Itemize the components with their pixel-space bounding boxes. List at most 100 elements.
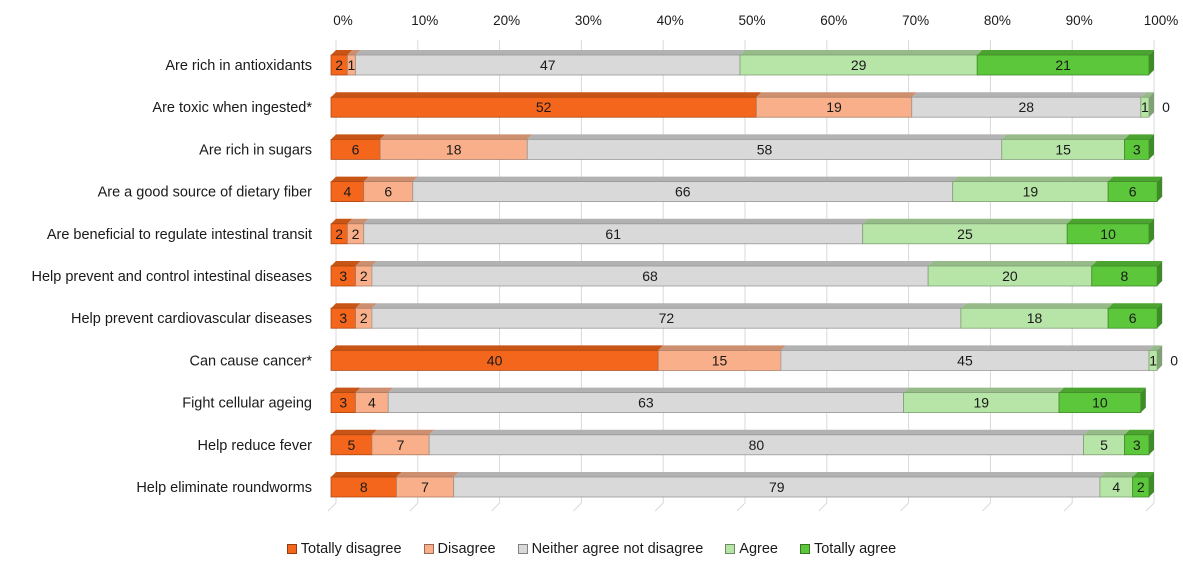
value-label: 3: [339, 268, 347, 284]
gridline-foot: [982, 502, 991, 512]
category-label: Are rich in antioxidants: [165, 58, 312, 74]
bar-segment: [1066, 218, 1154, 245]
bar-segment: [363, 218, 868, 245]
gridline-foot: [327, 502, 337, 512]
value-label: 19: [1023, 184, 1039, 200]
category-label: Help prevent cardiovascular diseases: [71, 311, 312, 327]
legend-label: Neither agree not disagree: [531, 541, 704, 557]
bar-segment: [780, 345, 1154, 371]
value-label: 18: [1027, 310, 1043, 326]
bar-segment: [1107, 303, 1163, 329]
x-tick-label: 60%: [820, 13, 847, 28]
bar-segment: [371, 429, 435, 456]
value-label: 5: [1100, 437, 1108, 453]
category-label: Are a good source of dietary fiber: [98, 185, 313, 201]
gridline-foot: [818, 502, 828, 512]
value-label: 4: [368, 395, 376, 411]
value-label: 80: [749, 437, 765, 453]
x-axis-ticks: 0% 10% 20% 30% 40% 50% 60% 70% 80% 90% 100%: [333, 13, 1178, 28]
value-label: 3: [339, 395, 347, 411]
x-tick-label: 40%: [657, 13, 684, 28]
value-label: 6: [1129, 184, 1137, 200]
value-label: 20: [1002, 268, 1018, 284]
value-label: 47: [540, 57, 556, 73]
legend-swatch: [423, 544, 434, 554]
legend-label: Totally disagree: [300, 541, 402, 557]
value-label: 10: [1100, 226, 1116, 242]
value-label: 2: [1137, 479, 1145, 495]
bar-segment: [330, 472, 402, 498]
category-label: Help reduce fever: [198, 438, 313, 454]
category-label: Help prevent and control intestinal dise…: [32, 269, 313, 285]
bar-segment: [330, 134, 386, 160]
bar-segment: [1124, 429, 1154, 456]
value-label: 40: [487, 352, 503, 368]
value-label: 2: [335, 226, 343, 242]
bar-segment: [355, 50, 745, 76]
bar-segment: [330, 50, 353, 76]
bar-segment: [1001, 134, 1130, 160]
x-tick-label: 80%: [984, 13, 1011, 28]
legend-swatch: [517, 544, 528, 554]
bar-segment: [1099, 472, 1138, 498]
gridline-foot: [1145, 502, 1155, 512]
value-label: 2: [335, 57, 343, 73]
stacked-bar-chart: 0% 10% 20% 30% 40% 50% 60% 70% 80% 90% 100% Are ri…: [32, 13, 1178, 512]
value-label: 8: [1121, 268, 1129, 284]
category-label: Fight cellular ageing: [182, 396, 312, 412]
gridline-foot: [1063, 502, 1073, 512]
bar-segment: [1107, 176, 1163, 203]
value-label: 72: [659, 310, 675, 326]
legend-item: Totally disagree: [286, 541, 402, 557]
value-label: 5: [348, 437, 356, 453]
value-label: 6: [352, 141, 360, 157]
category-label: Help eliminate roundworms: [136, 480, 312, 496]
value-label: 66: [675, 184, 691, 200]
value-label: 28: [1019, 99, 1035, 115]
legend-item: Totally agree: [799, 541, 896, 557]
category-label: Can cause cancer*: [189, 353, 312, 369]
gridline-foot: [736, 502, 746, 512]
gridline-foot: [573, 502, 582, 512]
value-label: 0: [1162, 99, 1170, 115]
bar-segment: [355, 303, 377, 329]
bar-segment: [526, 134, 1007, 160]
value-label: 52: [536, 99, 552, 115]
gridline-foot: [900, 502, 909, 512]
gridline-foot: [491, 502, 500, 512]
legend-swatch: [286, 544, 297, 554]
legend-item: Agree: [725, 541, 778, 557]
value-label: 68: [642, 268, 658, 284]
bar-segment: [1083, 429, 1130, 456]
x-tick-label: 20%: [493, 13, 520, 28]
value-label: 63: [638, 395, 654, 411]
x-tick-label: 10%: [411, 13, 438, 28]
bar-segment: [1132, 472, 1154, 498]
bar-segment: [330, 92, 762, 118]
bar-segment: [355, 261, 377, 287]
gridline-foot: [654, 502, 664, 512]
legend-label: Disagree: [437, 541, 496, 557]
value-label: 21: [1055, 57, 1071, 73]
bar-segment: [428, 429, 1089, 456]
value-label: 15: [1055, 141, 1071, 157]
value-label: 3: [1133, 437, 1141, 453]
value-label: 29: [851, 57, 867, 73]
value-label: 25: [957, 226, 973, 242]
legend-label: Agree: [739, 541, 778, 557]
value-label: 4: [1112, 479, 1120, 495]
legend: Totally disagree Disagree Neither agree no…: [0, 541, 1183, 557]
bar-segment: [363, 176, 418, 203]
legend-swatch: [799, 544, 810, 554]
x-tick-label: 70%: [902, 13, 929, 28]
bar-segment: [330, 429, 377, 456]
category-label: Are toxic when ingested*: [152, 100, 312, 116]
value-label: 15: [712, 352, 728, 368]
value-label: 8: [360, 479, 368, 495]
x-tick-label: 0%: [333, 13, 353, 28]
category-label: Are rich in sugars: [199, 142, 312, 158]
bar-segment: [1091, 261, 1163, 287]
value-label: 2: [360, 310, 368, 326]
bar-segment: [371, 303, 966, 329]
bar-segment: [1058, 387, 1146, 414]
